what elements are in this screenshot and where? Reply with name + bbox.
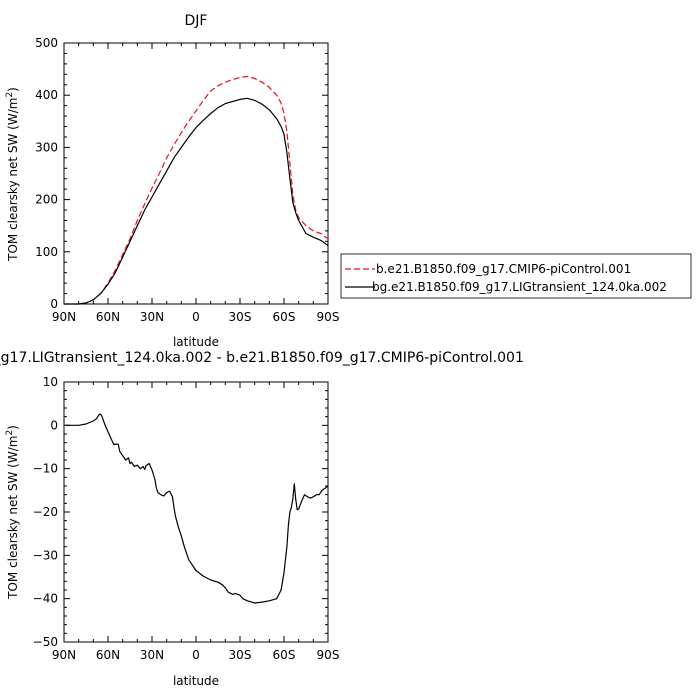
x-tick-label: 30N	[140, 310, 164, 324]
x-tick-label: 30N	[140, 648, 164, 662]
series-line-0-0	[64, 75, 329, 305]
top-plot-y-axis-label-superscript: 2	[5, 92, 15, 98]
x-tick-label: 0	[192, 310, 200, 324]
y-tick-label: −20	[33, 505, 58, 519]
top-plot-y-axis-label-base: TOM clearsky net SW (W/m	[6, 98, 20, 262]
bottom-plot-y-axis-label-end: )	[6, 425, 20, 430]
y-tick-label: 300	[35, 140, 58, 154]
top-plot-series	[64, 75, 329, 305]
top-plot: DJF 0 100 200 300 400 500 90N 60N 30N 0 30S 60S 90S…	[5, 13, 339, 349]
series-line-0-1	[64, 97, 329, 305]
top-plot-frame	[63, 42, 329, 305]
y-tick-label: −40	[33, 592, 58, 606]
series-line-1-0	[64, 413, 329, 604]
top-plot-y-ticks: 0 100 200 300 400 500	[35, 36, 328, 311]
top-plot-x-axis-label: latitude	[173, 335, 219, 349]
y-tick-label: 100	[35, 245, 58, 259]
top-plot-x-ticks: 90N 60N 30N 0 30S 60S 90S	[52, 43, 340, 324]
x-tick-label: 60N	[96, 310, 120, 324]
bottom-plot-series	[64, 413, 329, 604]
legend: b.e21.B1850.f09_g17.CMIP6-piControl.001 …	[340, 253, 692, 299]
y-tick-label: 500	[35, 36, 58, 50]
x-tick-label: 0	[192, 648, 200, 662]
x-tick-label: 90N	[52, 648, 76, 662]
legend-label-picontrol: b.e21.B1850.f09_g17.CMIP6-piControl.001	[376, 262, 631, 276]
x-tick-label: 60S	[273, 310, 296, 324]
y-tick-label: −50	[33, 635, 58, 649]
bottom-plot-y-axis-label-base: TOM clearsky net SW (W/m	[6, 436, 20, 600]
legend-box	[340, 253, 692, 299]
x-tick-label: 90S	[317, 310, 340, 324]
bottom-plot-title: bg.e21.B1850.f09_g17.LIGtransient_124.0k…	[0, 350, 524, 366]
y-tick-label: −30	[33, 548, 58, 562]
top-plot-title: DJF	[185, 13, 208, 29]
y-tick-label: −10	[33, 462, 58, 476]
top-plot-y-axis-label: TOM clearsky net SW (W/m2)	[5, 87, 20, 262]
bottom-plot-x-ticks: 90N 60N 30N 0 30S 60S 90S	[52, 382, 340, 662]
top-plot-y-axis-label-end: )	[6, 87, 20, 92]
bottom-plot-y-axis-label-superscript: 2	[5, 430, 15, 436]
y-tick-label: 400	[35, 88, 58, 102]
bottom-plot-x-axis-label: latitude	[173, 674, 219, 688]
bottom-plot: bg.e21.B1850.f09_g17.LIGtransient_124.0k…	[0, 350, 524, 688]
x-tick-label: 90S	[317, 648, 340, 662]
bottom-plot-y-ticks: −50 −40 −30 −20 −10 0 10	[33, 375, 328, 649]
bottom-plot-y-axis-label: TOM clearsky net SW (W/m2)	[5, 425, 20, 600]
x-tick-label: 60N	[96, 648, 120, 662]
y-tick-label: 10	[43, 375, 58, 389]
legend-label-ligtransient: bg.e21.B1850.f09_g17.LIGtransient_124.0k…	[372, 280, 667, 294]
x-tick-label: 90N	[52, 310, 76, 324]
y-tick-label: 0	[50, 418, 58, 432]
y-tick-label: 0	[50, 297, 58, 311]
y-tick-label: 200	[35, 193, 58, 207]
x-tick-label: 30S	[229, 648, 252, 662]
x-tick-label: 60S	[273, 648, 296, 662]
x-tick-label: 30S	[229, 310, 252, 324]
